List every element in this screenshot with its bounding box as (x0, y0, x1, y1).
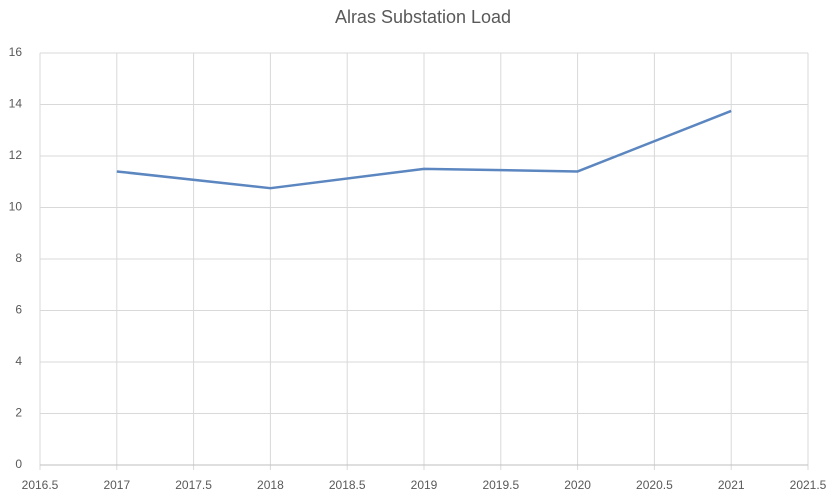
y-tick-label: 0 (15, 457, 22, 471)
y-tick-label: 14 (9, 97, 23, 111)
x-tick-label: 2019 (411, 478, 438, 492)
data-line (116, 109, 732, 190)
x-tick-label: 2017.5 (175, 478, 212, 492)
x-tick-label: 2021.5 (790, 478, 827, 492)
x-tick-label: 2018 (257, 478, 284, 492)
x-tick-label: 2019.5 (482, 478, 519, 492)
x-tick-label: 2020 (564, 478, 591, 492)
y-tick-label: 6 (15, 303, 22, 317)
y-tick-label: 12 (9, 148, 23, 162)
chart-title: Alras Substation Load (335, 7, 511, 27)
x-tick-label: 2016.5 (22, 478, 59, 492)
y-tick-label: 10 (9, 200, 23, 214)
y-tick-label: 4 (15, 354, 22, 368)
y-tick-label: 16 (9, 45, 23, 59)
x-tick-label: 2018.5 (329, 478, 366, 492)
x-tick-label: 2020.5 (636, 478, 673, 492)
y-tick-label: 8 (15, 251, 22, 265)
y-tick-label: 2 (15, 406, 22, 420)
x-tick-label: 2017 (103, 478, 130, 492)
x-tick-label: 2021 (718, 478, 745, 492)
